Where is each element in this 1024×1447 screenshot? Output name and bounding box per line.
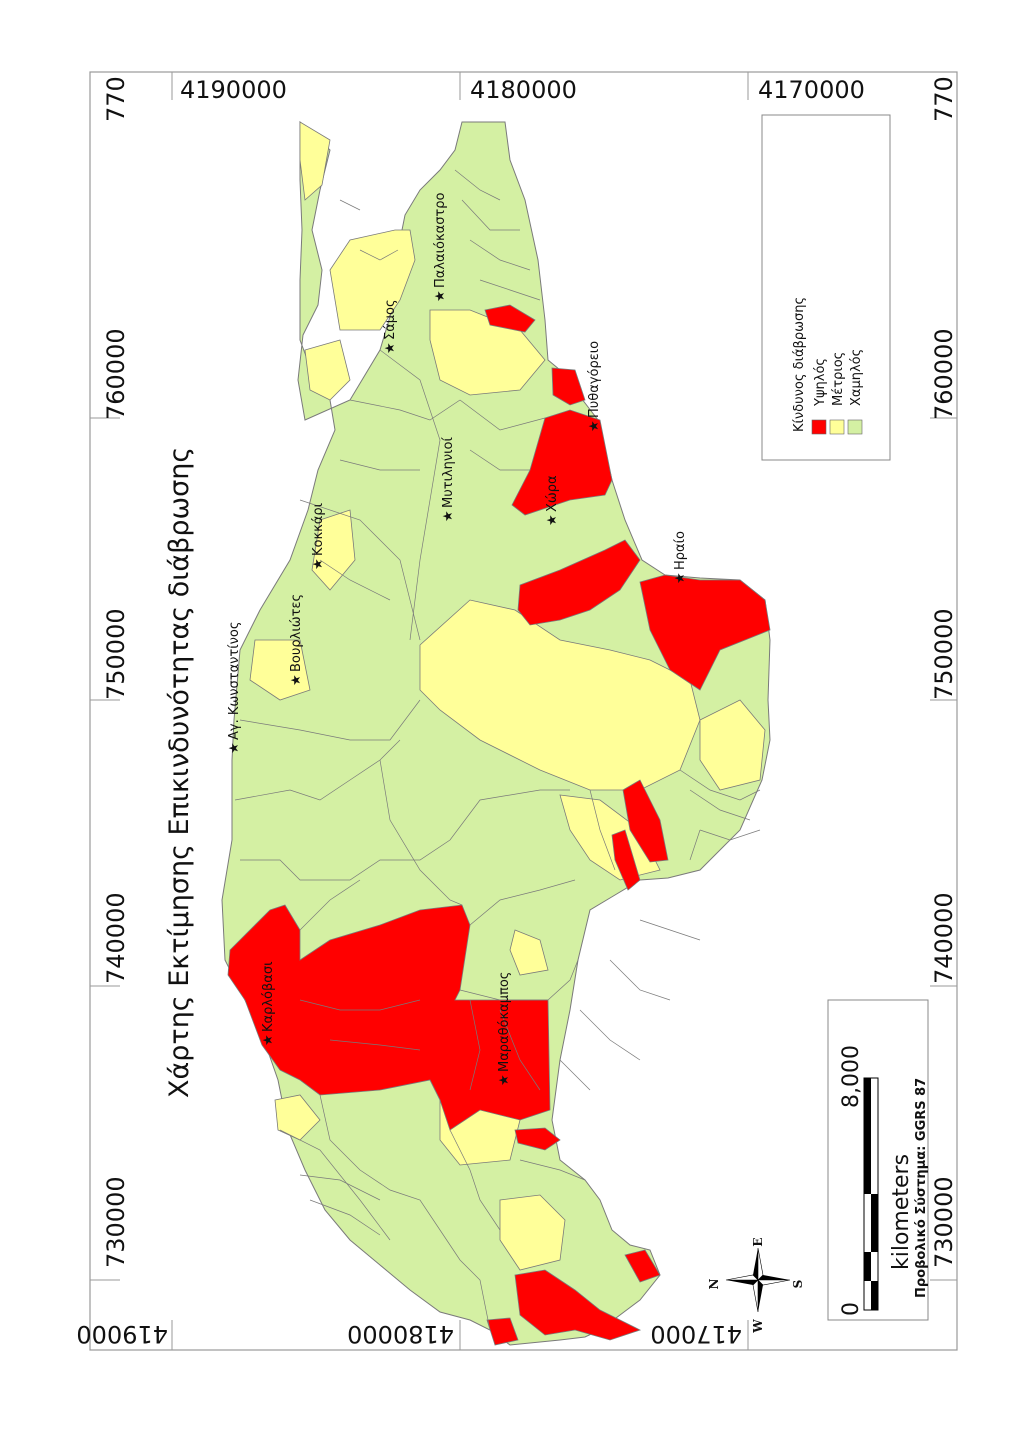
high-risk-zones (227, 304, 771, 1346)
legend-title: Κίνδυνος διάβρωσης (792, 297, 807, 432)
legend-label-medium: Μέτριος (831, 352, 846, 406)
grid-label-y-bottom: 417000 (650, 1320, 742, 1348)
place-label: Βουρλιώτες (289, 594, 304, 672)
grid-label-y: 4180000 (470, 76, 577, 104)
grid-label-edge: 770 (930, 76, 958, 122)
svg-text:★: ★ (227, 742, 242, 754)
grid-label-x: 740000 (102, 892, 130, 984)
compass-s: S (791, 1280, 805, 1289)
grid-labels: 730000 740000 750000 760000 730000 74000… (102, 76, 958, 1268)
island-map (221, 120, 771, 1346)
place-marathokampos[interactable]: ★ Μαραθόκαμπος (497, 972, 512, 1086)
legend: Κίνδυνος διάβρωσης Υψηλός Μέτριος Χαμηλό… (761, 114, 891, 461)
legend-swatch-high (811, 419, 827, 435)
compass-w: W (751, 1319, 765, 1334)
place-pythagorio[interactable]: ★ Πυθαγόρειο (587, 341, 602, 432)
scale-start-label: 0 (839, 1302, 864, 1316)
svg-text:★: ★ (545, 514, 560, 526)
svg-text:★: ★ (261, 1034, 276, 1046)
grid-label-x-right: 760000 (930, 328, 958, 420)
watershed-boundaries (234, 169, 761, 1331)
place-label: Παλαιόκαστρο (433, 192, 448, 288)
grid-label-y-bottom: 419000 (76, 1320, 168, 1348)
scale-box: 0 8,000 kilometers Προβολικό Σύστημα: GG… (827, 999, 929, 1321)
place-label: Μαραθόκαμπος (497, 972, 512, 1072)
legend-label-low: Χαμηλός (849, 349, 864, 406)
place-label: Σάμος (383, 299, 398, 340)
svg-text:★: ★ (441, 510, 456, 522)
place-palaiokastro[interactable]: ★ Παλαιόκαστρο (433, 192, 448, 302)
grid-label-y: 4190000 (180, 76, 287, 104)
place-label: Καρλόβασι (261, 962, 276, 1033)
svg-text:★: ★ (673, 572, 688, 584)
place-heraio[interactable]: ★ Ηραίο (673, 531, 688, 584)
scale-end-label: 8,000 (839, 1045, 864, 1108)
grid-label-x-right: 730000 (930, 1176, 958, 1268)
legend-swatch-low (847, 419, 863, 435)
map-frame (89, 71, 958, 1351)
map-title: Χάρτης Εκτίμησης Επικινδυνότητας διάβρωσ… (164, 447, 195, 1098)
legend-box (761, 114, 891, 461)
north-arrow-icon: N S E W (707, 1237, 805, 1333)
place-agios-konstantinos[interactable]: ★ Αγ. Κωνσταντίνος (227, 622, 242, 755)
svg-text:★: ★ (383, 342, 398, 354)
grid-ticks (90, 72, 957, 1350)
compass-e: E (751, 1237, 765, 1246)
place-label: Πυθαγόρειο (587, 341, 602, 418)
compass-n: N (707, 1278, 721, 1289)
grid-label-x: 760000 (102, 328, 130, 420)
legend-swatch-medium (829, 419, 845, 435)
svg-text:★: ★ (289, 674, 304, 686)
map-title-text: Χάρτης Εκτίμησης Επικινδυνότητας διάβρωσ… (164, 447, 195, 1098)
place-samos[interactable]: ★ Σάμος (383, 299, 398, 354)
place-kokkari[interactable]: ★ Κοκκάρι (311, 503, 326, 570)
grid-label-y-bottom: 4180000 (347, 1320, 454, 1348)
grid-label-x-right: 740000 (930, 892, 958, 984)
place-label: Χώρα (545, 475, 560, 512)
place-chora[interactable]: ★ Χώρα (545, 475, 560, 526)
place-karlovasi[interactable]: ★ Καρλόβασι (261, 962, 276, 1047)
scale-unit-label: kilometers (889, 1154, 914, 1270)
grid-label-x: 750000 (102, 608, 130, 700)
place-label: Μυτιληνιοί (441, 436, 456, 508)
place-label: Κοκκάρι (311, 503, 326, 556)
projection-label: Προβολικό Σύστημα: GGRS 87 (914, 1078, 929, 1298)
place-markers: ★ Παλαιόκαστρο ★ Σάμος ★ Πυθαγόρειο ★ Μυ… (227, 192, 688, 1086)
grid-label-edge: 770 (102, 76, 130, 122)
place-mytilinioi[interactable]: ★ Μυτιληνιοί (441, 436, 456, 522)
place-label: Ηραίο (673, 531, 688, 570)
svg-text:★: ★ (311, 558, 326, 570)
place-label: Αγ. Κωνσταντίνος (227, 622, 242, 741)
grid-label-y: 4170000 (758, 76, 865, 104)
svg-text:★: ★ (587, 420, 602, 432)
svg-text:★: ★ (497, 1074, 512, 1086)
scale-bar (863, 1077, 879, 1311)
grid-label-x: 730000 (102, 1176, 130, 1268)
place-vourliotes[interactable]: ★ Βουρλιώτες (289, 594, 304, 686)
svg-text:★: ★ (433, 290, 448, 302)
legend-label-high: Υψηλός (813, 358, 828, 407)
grid-label-x-right: 750000 (930, 608, 958, 700)
